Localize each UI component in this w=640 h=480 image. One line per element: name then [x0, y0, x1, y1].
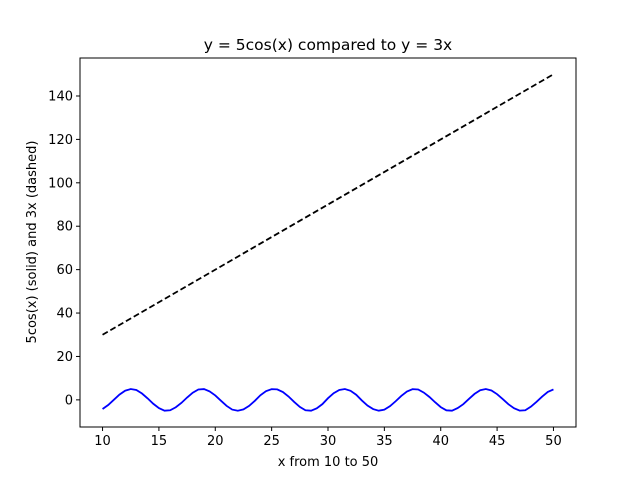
plot-area — [79, 57, 577, 428]
y-tick-label: 140 — [48, 89, 73, 104]
x-tick-label: 50 — [545, 434, 562, 449]
y-tick-label: 80 — [56, 220, 73, 235]
x-tick-label: 30 — [320, 434, 337, 449]
y-tick-label: 100 — [48, 176, 73, 191]
y-axis-label: 5cos(x) (solid) and 3x (dashed) — [25, 141, 40, 344]
series-line-solid — [102, 388, 554, 412]
series-line-dashed — [102, 73, 554, 336]
y-tick-label: 120 — [48, 133, 73, 148]
x-axis-label: x from 10 to 50 — [278, 455, 379, 470]
y-tick-label: 40 — [56, 307, 73, 322]
x-tick-label: 40 — [432, 434, 449, 449]
x-tick-label: 15 — [151, 434, 168, 449]
axes-frame — [79, 57, 577, 428]
y-tick-label: 0 — [65, 393, 73, 408]
ticks: 10 15 20 25 30 35 40 45 50 0 20 40 60 80 100 120 140 — [48, 89, 562, 449]
x-tick-label: 20 — [207, 434, 224, 449]
x-tick-label: 35 — [376, 434, 393, 449]
x-tick-label: 25 — [263, 434, 280, 449]
y-tick-label: 60 — [56, 263, 73, 278]
x-tick-label: 45 — [489, 434, 506, 449]
y-tick-label: 20 — [56, 350, 73, 365]
chart-title: y = 5cos(x) compared to y = 3x — [204, 36, 452, 54]
x-tick-label: 10 — [94, 434, 111, 449]
